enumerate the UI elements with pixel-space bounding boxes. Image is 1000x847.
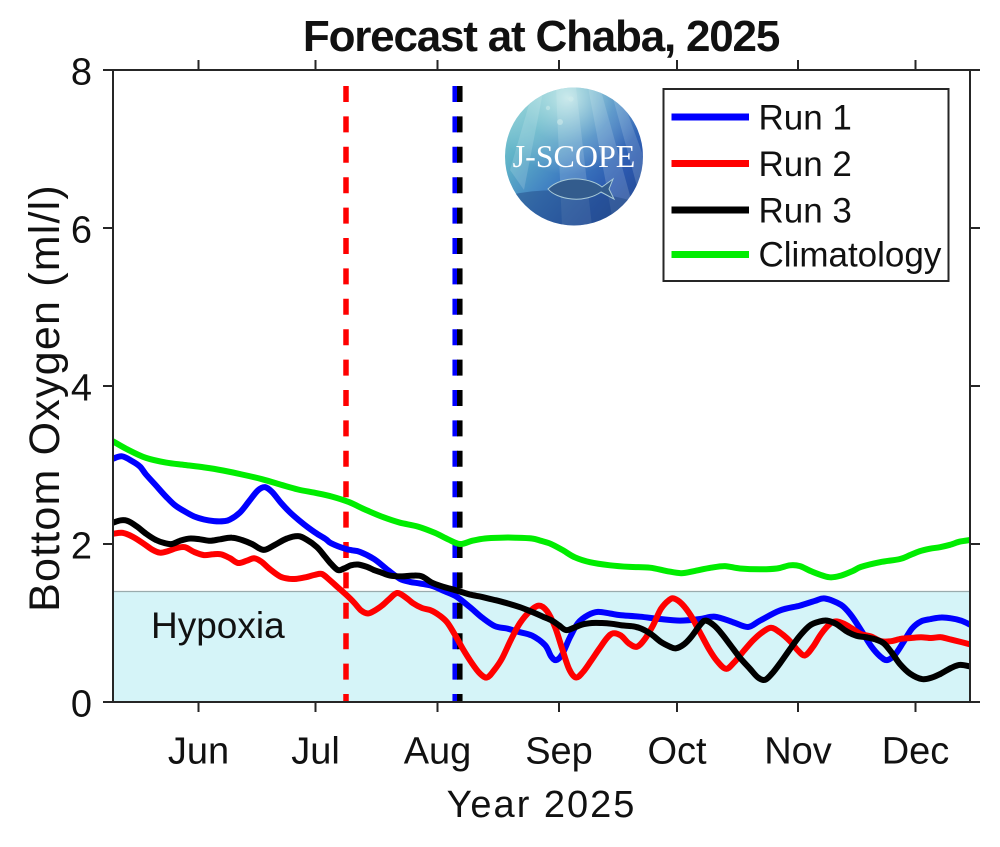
svg-text:0: 0 xyxy=(71,684,92,726)
svg-text:Jul: Jul xyxy=(291,731,340,773)
svg-text:Run 2: Run 2 xyxy=(759,145,852,184)
svg-text:2: 2 xyxy=(71,526,92,568)
svg-text:6: 6 xyxy=(71,210,92,252)
svg-text:Year 2025: Year 2025 xyxy=(447,784,637,826)
svg-text:4: 4 xyxy=(71,368,92,410)
svg-text:Hypoxia: Hypoxia xyxy=(151,605,285,646)
svg-text:8: 8 xyxy=(71,52,92,94)
svg-text:Forecast at Chaba, 2025: Forecast at Chaba, 2025 xyxy=(303,12,780,61)
svg-text:Nov: Nov xyxy=(764,731,832,773)
svg-text:Run 1: Run 1 xyxy=(759,99,852,138)
svg-text:Climatology: Climatology xyxy=(759,236,942,275)
svg-text:Oct: Oct xyxy=(647,731,707,773)
svg-text:Sep: Sep xyxy=(525,731,593,773)
svg-text:Run 3: Run 3 xyxy=(759,192,852,231)
svg-text:Dec: Dec xyxy=(882,731,950,773)
svg-text:J-SCOPE: J-SCOPE xyxy=(513,138,636,174)
svg-text:Bottom Oxygen (ml/l): Bottom Oxygen (ml/l) xyxy=(21,184,69,612)
svg-text:Aug: Aug xyxy=(404,731,472,773)
svg-text:Jun: Jun xyxy=(168,731,229,773)
